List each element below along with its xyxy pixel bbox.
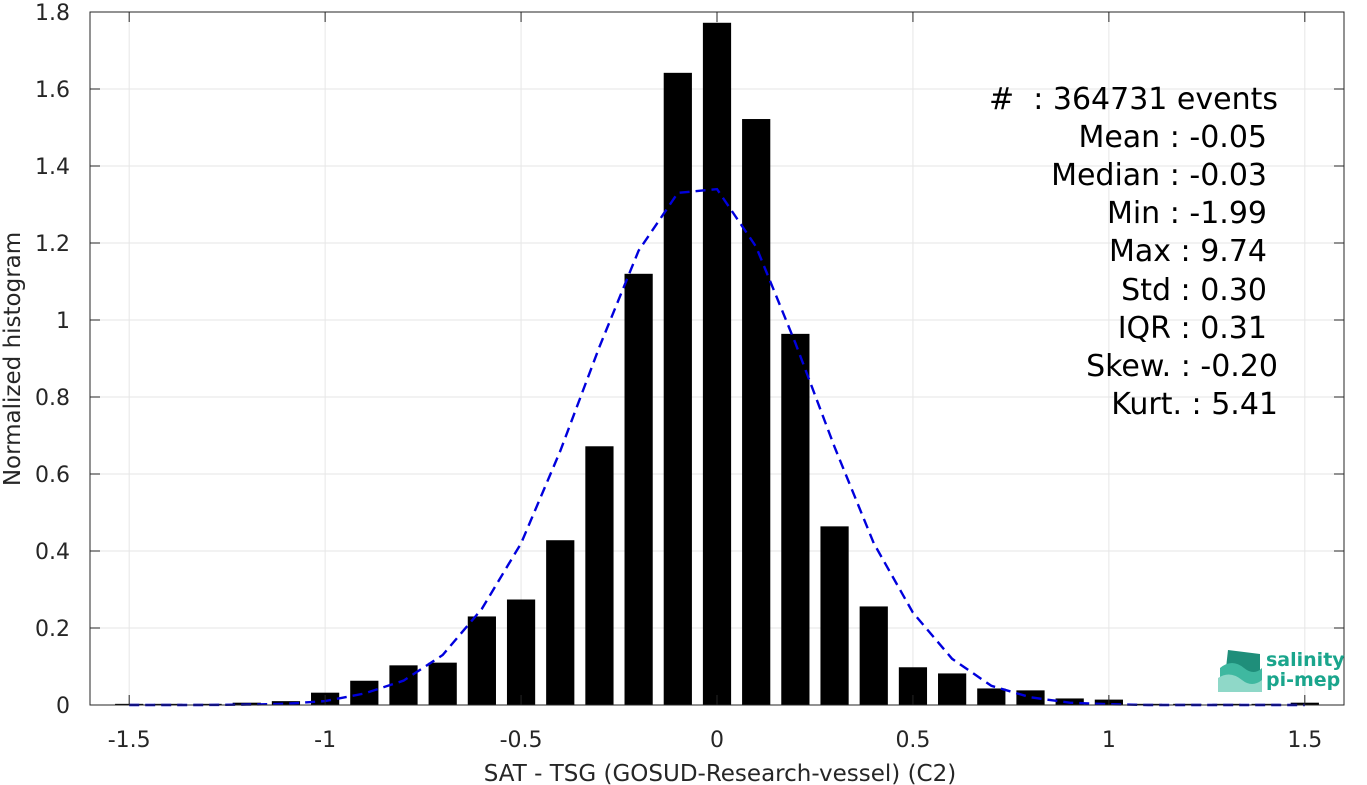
histogram-bar bbox=[506, 599, 536, 705]
annotation-max: Max : 9.74 bbox=[1109, 234, 1267, 269]
tick-labels: -1.5 -1 -0.5 0 0.5 1 1.5 0 0.2 0.4 0.6 0.8 1 1.2 1.4 1.… bbox=[35, 1, 1322, 753]
y-tick-label: 1 bbox=[56, 309, 70, 334]
histogram-bar bbox=[389, 665, 418, 705]
x-tick-label: -0.5 bbox=[500, 728, 543, 753]
x-tick-label: 0 bbox=[710, 728, 724, 753]
annotation-kurtosis: Kurt. : 5.41 bbox=[1111, 387, 1278, 422]
histogram-bar bbox=[663, 72, 692, 705]
x-tick-label: -1.5 bbox=[108, 728, 151, 753]
salinity-pi-mep-logo: salinity pi-mep bbox=[1218, 649, 1345, 692]
annotation-median: Median : -0.03 bbox=[1051, 158, 1267, 193]
histogram-bar bbox=[624, 273, 653, 705]
histogram-bar bbox=[193, 703, 222, 705]
histogram-bar bbox=[467, 616, 496, 705]
logo-waves-icon bbox=[1218, 650, 1262, 692]
axes bbox=[89, 11, 1345, 706]
y-tick-label: 1.8 bbox=[35, 1, 70, 26]
histogram-bar bbox=[350, 680, 379, 705]
annotation-events: # : 364731 events bbox=[989, 82, 1278, 117]
bar-series bbox=[115, 22, 1319, 705]
histogram-bar bbox=[1251, 703, 1280, 705]
logo-text-pi-mep: pi-mep bbox=[1266, 669, 1340, 691]
x-axis-label: SAT - TSG (GOSUD-Research-vessel) (C2) bbox=[484, 761, 956, 785]
annotation-skewness: Skew. : -0.20 bbox=[1086, 349, 1278, 384]
histogram-bar bbox=[938, 673, 967, 705]
histogram-bar bbox=[1173, 703, 1202, 705]
y-tick-label: 0.2 bbox=[35, 617, 70, 642]
histogram-bar bbox=[702, 22, 732, 705]
y-tick-label: 0.8 bbox=[35, 386, 70, 411]
annotation-min: Min : -1.99 bbox=[1107, 196, 1267, 231]
histogram-bar bbox=[428, 662, 457, 705]
x-tick-label: 1.5 bbox=[1287, 728, 1322, 753]
histogram-bar bbox=[585, 446, 614, 705]
y-tick-label: 0 bbox=[56, 694, 70, 719]
x-tick-label: 0.5 bbox=[895, 728, 930, 753]
histogram-bar bbox=[271, 701, 301, 705]
y-tick-label: 0.6 bbox=[35, 463, 70, 488]
histogram-bar bbox=[781, 333, 810, 705]
annotation-std: Std : 0.30 bbox=[1121, 273, 1267, 308]
y-tick-label: 1.4 bbox=[35, 155, 70, 180]
histogram-bar bbox=[977, 688, 1006, 705]
histogram-bar bbox=[859, 606, 888, 705]
histogram-bar bbox=[546, 540, 575, 705]
y-axis-label: Normalized histogram bbox=[0, 232, 26, 486]
y-tick-label: 0.4 bbox=[35, 540, 70, 565]
histogram-bar bbox=[742, 119, 771, 705]
y-tick-label: 1.2 bbox=[35, 232, 70, 257]
x-tick-label: 1 bbox=[1102, 728, 1116, 753]
x-tick-label: -1 bbox=[314, 728, 336, 753]
y-tick-label: 1.6 bbox=[35, 78, 70, 103]
annotation-iqr: IQR : 0.31 bbox=[1118, 311, 1267, 346]
logo-text-salinity: salinity bbox=[1266, 649, 1345, 671]
histogram-bar bbox=[820, 526, 849, 705]
annotation-mean: Mean : -0.05 bbox=[1078, 120, 1267, 155]
statistics-annotations: # : 364731 events Mean : -0.05 Median : … bbox=[989, 82, 1278, 422]
